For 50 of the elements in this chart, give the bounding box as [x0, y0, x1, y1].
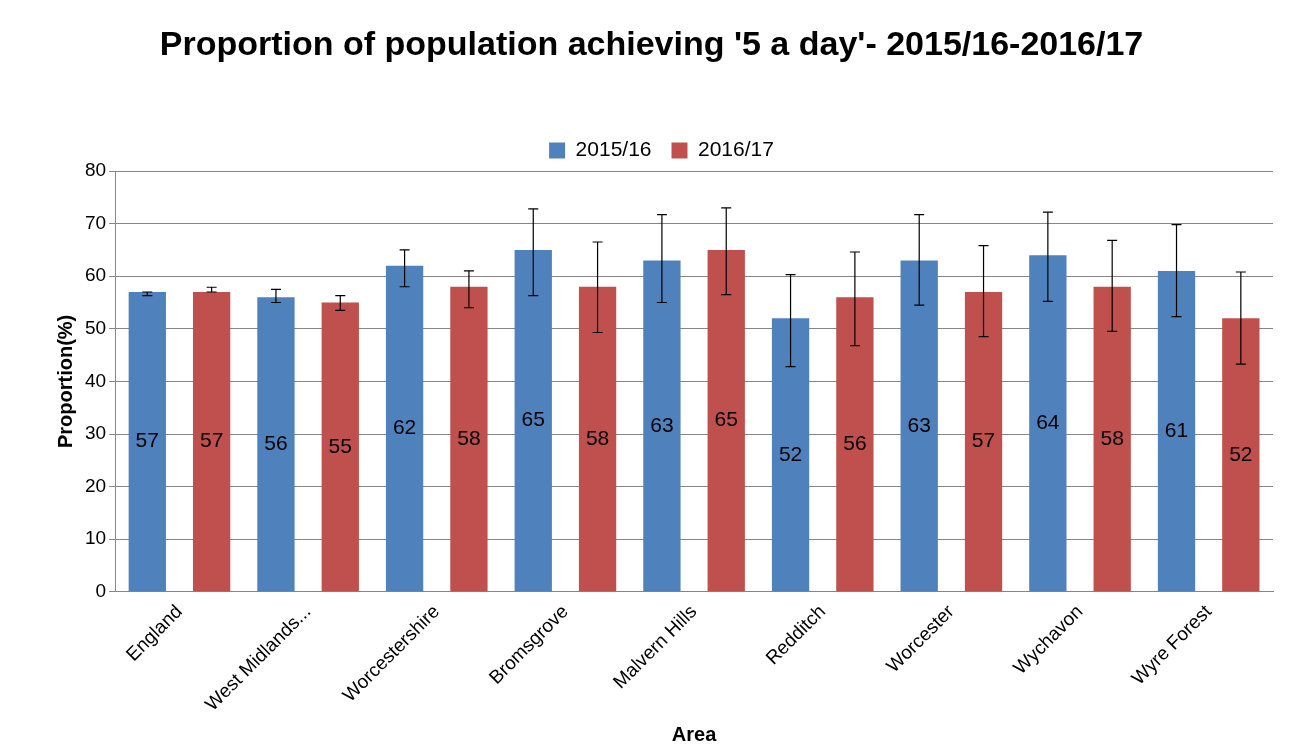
x-axis-title: Area	[671, 722, 718, 745]
data-label: 57	[199, 428, 224, 452]
bar	[514, 249, 552, 592]
bar	[964, 291, 1003, 592]
y-tick-label: 30	[84, 422, 107, 444]
data-label: 62	[392, 415, 417, 439]
data-label: 63	[650, 412, 674, 436]
bar	[900, 260, 938, 592]
data-label: 63	[907, 412, 931, 436]
bar	[836, 297, 874, 592]
bar	[1157, 270, 1196, 592]
data-label: 65	[714, 407, 738, 431]
chart-title: Proportion of population achieving '5 a day'- 2015/16-2016/17	[158, 23, 1145, 64]
bar	[643, 260, 681, 592]
bar	[192, 291, 231, 592]
data-label: 58	[457, 425, 481, 449]
y-tick-label: 50	[84, 317, 107, 339]
y-axis-title: Proportion(%)	[53, 314, 76, 449]
legend-label: 2016/17	[698, 137, 774, 161]
bar	[1029, 255, 1067, 592]
y-tick-label: 20	[84, 474, 107, 496]
bar	[771, 318, 810, 592]
bar	[321, 302, 359, 592]
data-label: 58	[585, 425, 610, 449]
data-label: 57	[971, 428, 996, 452]
data-label: 56	[264, 431, 288, 455]
y-tick-label: 0	[95, 580, 107, 602]
bar	[1222, 318, 1260, 592]
y-tick-label: 60	[84, 264, 107, 286]
y-tick-label: 70	[84, 211, 107, 233]
bar	[578, 286, 617, 592]
bar	[257, 297, 295, 592]
data-label: 57	[135, 428, 159, 452]
data-label: 64	[1036, 410, 1060, 434]
data-label: 52	[778, 441, 803, 465]
bar	[128, 291, 166, 592]
data-label: 52	[1229, 441, 1253, 465]
data-label: 55	[328, 433, 352, 457]
legend-label: 2015/16	[575, 137, 652, 161]
data-label: 56	[843, 431, 867, 455]
data-label: 65	[521, 407, 545, 431]
bar	[450, 286, 488, 592]
y-tick-label: 10	[84, 527, 107, 549]
bar	[707, 249, 745, 592]
y-tick-label: 80	[84, 159, 107, 181]
data-label: 61	[1164, 417, 1189, 441]
data-label: 58	[1100, 425, 1124, 449]
bar	[1093, 286, 1131, 592]
y-tick-label: 40	[84, 369, 107, 391]
bar	[385, 265, 424, 592]
